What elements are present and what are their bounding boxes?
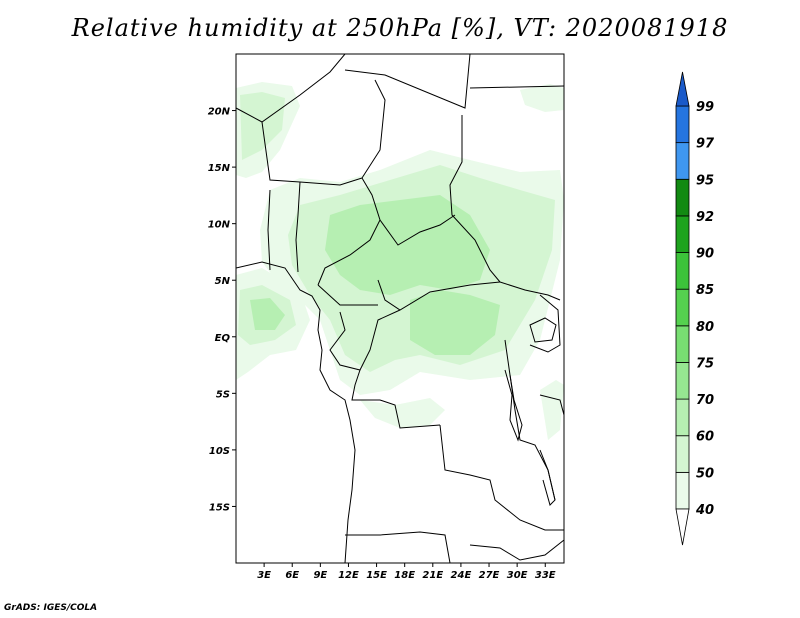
border-togo xyxy=(267,189,271,271)
colorbar-min-arrow xyxy=(675,508,690,546)
border-drc-west xyxy=(351,369,441,429)
map-frame xyxy=(235,53,565,564)
lat-tick-label: 20N xyxy=(208,107,231,118)
lon-tick-label: 21E xyxy=(422,570,443,581)
lake-malawi xyxy=(539,449,556,506)
border-angola-zambia xyxy=(439,424,564,531)
lat-tick-label: 15N xyxy=(208,163,231,174)
lat-tick-label: EQ xyxy=(215,333,231,344)
lon-tick-label: 27E xyxy=(479,570,500,581)
humidity-region-angola-north xyxy=(360,398,445,428)
border-nigeria-cameroon xyxy=(317,177,381,286)
colorbar: 40 50 60 70 75 80 85 90 92 95 97 99 xyxy=(675,71,715,546)
border-algeria-mali xyxy=(236,54,346,123)
colorbar-swatch xyxy=(675,398,690,437)
border-benin-nigeria xyxy=(295,181,301,273)
lon-tick-label: 3E xyxy=(257,570,271,581)
border-libya-chad xyxy=(344,54,471,109)
border-egypt-sudan xyxy=(469,85,564,89)
lake-victoria xyxy=(529,317,557,343)
lat-tick-label: 10S xyxy=(209,446,230,457)
lat-tick-label: 5N xyxy=(215,276,231,287)
lon-tick-label: 33E xyxy=(535,570,556,581)
colorbar-swatch xyxy=(675,142,690,180)
lon-tick-label: 6E xyxy=(285,570,299,581)
border-tanzania xyxy=(539,394,564,416)
border-uganda-kenya xyxy=(529,294,561,353)
colorbar-level-label: 85 xyxy=(696,283,714,298)
lon-tick-label: 30E xyxy=(507,570,528,581)
colorbar-swatch xyxy=(675,471,690,510)
border-cameroon-car xyxy=(379,214,456,246)
humidity-region-northeast xyxy=(520,84,564,112)
border-zambia-south xyxy=(469,539,564,561)
border-angola-namibia xyxy=(345,531,451,563)
colorbar-swatch xyxy=(675,435,690,473)
colorbar-level-label: 70 xyxy=(696,393,714,408)
longitude-axis: 3E 6E 9E 12E 15E 18E 21E 24E 27E 30E 33E xyxy=(257,563,556,581)
colorbar-swatch xyxy=(675,325,690,363)
lon-tick-label: 24E xyxy=(451,570,472,581)
latitude-axis: 20N 15N 10N 5N EQ 5S 10S 15S xyxy=(208,107,236,513)
colorbar-max-arrow xyxy=(675,71,690,107)
humidity-region-core-b xyxy=(410,290,500,355)
colorbar-level-label: 60 xyxy=(696,430,714,445)
colorbar-level-label: 90 xyxy=(696,247,714,262)
plot-title: Relative humidity at 250hPa [%], VT: 202… xyxy=(71,14,729,42)
colorbar-swatch xyxy=(675,105,690,144)
colorbar-level-label: 50 xyxy=(696,466,714,481)
lake-tanganyika xyxy=(504,369,523,442)
colorbar-level-label: 40 xyxy=(695,503,714,518)
grads-footer: GrADS: IGES/COLA xyxy=(4,603,98,613)
humidity-region-core-c xyxy=(250,298,285,330)
colorbar-swatch xyxy=(675,252,690,290)
humidity-shading xyxy=(236,82,564,440)
colorbar-swatch xyxy=(675,362,690,400)
country-borders xyxy=(236,54,564,563)
colorbar-level-label: 75 xyxy=(696,356,714,371)
colorbar-level-label: 95 xyxy=(696,173,714,188)
lon-tick-label: 15E xyxy=(366,570,387,581)
border-cameroon-south xyxy=(317,284,378,306)
colorbar-level-label: 80 xyxy=(696,320,714,335)
coastline-west xyxy=(236,261,356,563)
border-chad-sudan xyxy=(449,115,501,283)
border-gabon-congo xyxy=(329,309,401,371)
border-niger-chad xyxy=(361,79,386,179)
colorbar-level-label: 99 xyxy=(696,100,714,115)
lat-tick-label: 5S xyxy=(216,389,230,400)
border-sudan-south xyxy=(499,281,561,301)
lon-tick-label: 12E xyxy=(338,570,359,581)
colorbar-swatch xyxy=(675,178,690,217)
lat-tick-label: 10N xyxy=(208,220,231,231)
lat-tick-label: 15S xyxy=(209,502,230,513)
colorbar-level-label: 97 xyxy=(696,137,715,152)
lon-tick-label: 18E xyxy=(394,570,415,581)
colorbar-level-label: 92 xyxy=(696,210,714,225)
colorbar-swatch xyxy=(675,215,690,253)
border-car-south xyxy=(377,279,501,311)
lon-tick-label: 9E xyxy=(313,570,327,581)
humidity-region-east-lakes xyxy=(540,380,564,440)
colorbar-swatch xyxy=(675,288,690,327)
humidity-region-core-a xyxy=(325,195,490,295)
